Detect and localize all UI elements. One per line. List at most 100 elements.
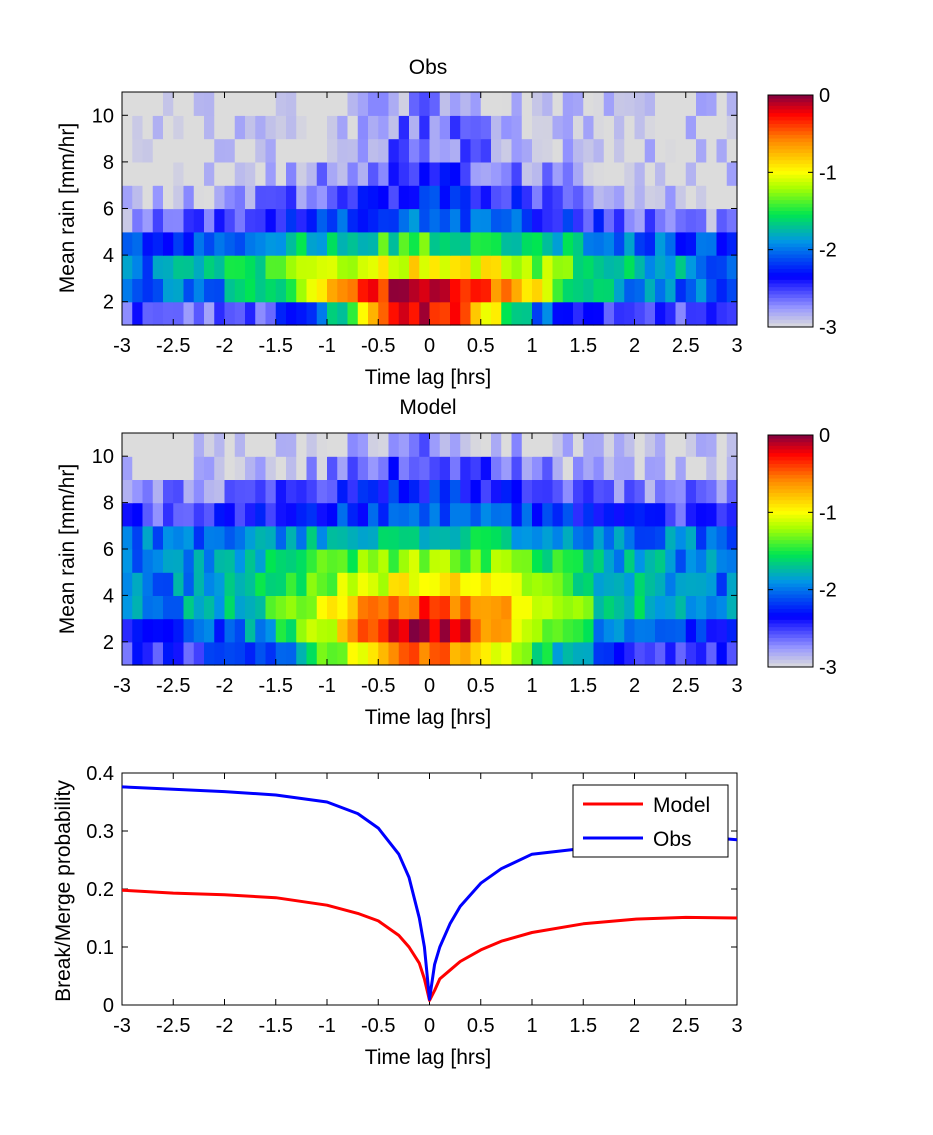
- heatmap-cell: [234, 456, 246, 480]
- heatmap-cell: [316, 479, 328, 504]
- heatmap-cell: [183, 208, 195, 233]
- heatmap-cell: [398, 572, 410, 596]
- heatmap-cell: [491, 572, 502, 596]
- y-tick-label: 0: [103, 995, 114, 1017]
- heatmap-cell: [511, 301, 523, 326]
- heatmap-cell: [142, 595, 154, 620]
- heatmap-cell: [122, 618, 133, 643]
- heatmap-cell: [245, 231, 256, 256]
- heatmap-cell: [706, 433, 718, 457]
- heatmap-cell: [470, 595, 482, 620]
- heatmap-cell: [296, 161, 308, 186]
- heatmap-cell: [460, 208, 472, 233]
- heatmap-cell: [450, 255, 461, 279]
- heatmap-cell: [173, 208, 185, 233]
- heatmap-cell: [286, 161, 297, 186]
- heatmap-cell: [593, 92, 605, 116]
- heatmap-cell: [685, 208, 697, 233]
- heatmap-cell: [521, 595, 533, 620]
- colorbar-step: [768, 609, 813, 614]
- heatmap-cell: [470, 433, 482, 457]
- heatmap-cell: [460, 161, 472, 186]
- heatmap-cell: [429, 572, 441, 596]
- heatmap-cell: [204, 208, 215, 233]
- heatmap-cell: [501, 479, 513, 504]
- heatmap-cell: [655, 255, 666, 279]
- heatmap-cell: [275, 479, 287, 504]
- heatmap-cell: [429, 525, 441, 550]
- heatmap-cell: [368, 618, 379, 643]
- heatmap-cell: [255, 278, 267, 303]
- heatmap-cell: [706, 618, 718, 643]
- heatmap-cell: [675, 278, 687, 303]
- obs-heatmap-cells: [122, 92, 738, 326]
- heatmap-cell: [716, 479, 728, 504]
- heatmap-cell: [234, 161, 246, 186]
- heatmap-cell: [388, 278, 400, 303]
- heatmap-cell: [286, 456, 297, 480]
- heatmap-cell: [521, 456, 533, 480]
- heatmap-cell: [542, 595, 554, 620]
- heatmap-cell: [675, 433, 687, 457]
- heatmap-cell: [706, 92, 718, 116]
- heatmap-cell: [306, 618, 318, 643]
- heatmap-cell: [163, 618, 174, 643]
- heatmap-cell: [675, 525, 687, 550]
- heatmap-cell: [234, 479, 246, 504]
- heatmap-cell: [286, 433, 297, 457]
- heatmap-cell: [132, 641, 144, 666]
- heatmap-cell: [521, 301, 533, 326]
- heatmap-cell: [327, 301, 338, 326]
- colorbar-step: [768, 185, 813, 190]
- colorbar-step: [768, 192, 813, 198]
- heatmap-cell: [624, 208, 636, 233]
- heatmap-cell: [286, 525, 297, 550]
- heatmap-cell: [255, 502, 267, 527]
- heatmap-cell: [470, 549, 482, 573]
- heatmap-cell: [378, 278, 390, 303]
- heatmap-cell: [316, 433, 328, 457]
- heatmap-cell: [419, 525, 431, 550]
- heatmap-cell: [542, 115, 554, 140]
- heatmap-cell: [655, 641, 666, 666]
- heatmap-cell: [255, 595, 267, 620]
- heatmap-cell: [224, 115, 236, 140]
- heatmap-cell: [398, 502, 410, 527]
- heatmap-cell: [193, 115, 205, 140]
- heatmap-cell: [296, 278, 308, 303]
- heatmap-cell: [511, 231, 523, 256]
- heatmap-cell: [368, 641, 379, 666]
- heatmap-cell: [357, 525, 369, 550]
- heatmap-cell: [255, 456, 267, 480]
- x-tick-label: 2: [629, 335, 640, 357]
- heatmap-cell: [327, 115, 338, 140]
- heatmap-cell: [450, 502, 461, 527]
- heatmap-cell: [419, 502, 431, 527]
- heatmap-cell: [255, 549, 267, 573]
- colorbar-step: [768, 507, 813, 512]
- heatmap-cell: [142, 231, 154, 256]
- heatmap-cell: [193, 502, 205, 527]
- heatmap-cell: [357, 618, 369, 643]
- heatmap-cell: [316, 208, 328, 233]
- x-tick-label: 3: [731, 1015, 742, 1037]
- heatmap-cell: [521, 208, 533, 233]
- heatmap-cell: [685, 92, 697, 116]
- heatmap-cell: [419, 595, 431, 620]
- heatmap-cell: [224, 185, 236, 210]
- heatmap-cell: [491, 255, 502, 279]
- heatmap-cell: [573, 479, 584, 504]
- colorbar-tick-label: -3: [819, 317, 837, 339]
- colorbar-step: [768, 131, 813, 136]
- heatmap-cell: [491, 618, 502, 643]
- heatmap-cell: [439, 208, 451, 233]
- heatmap-cell: [378, 185, 390, 210]
- heatmap-cell: [593, 595, 605, 620]
- heatmap-cell: [450, 433, 461, 457]
- heatmap-cell: [204, 572, 215, 596]
- heatmap-cell: [603, 549, 615, 573]
- heatmap-cell: [132, 138, 144, 163]
- heatmap-cell: [624, 278, 636, 303]
- heatmap-cell: [265, 278, 277, 303]
- heatmap-cell: [163, 502, 174, 527]
